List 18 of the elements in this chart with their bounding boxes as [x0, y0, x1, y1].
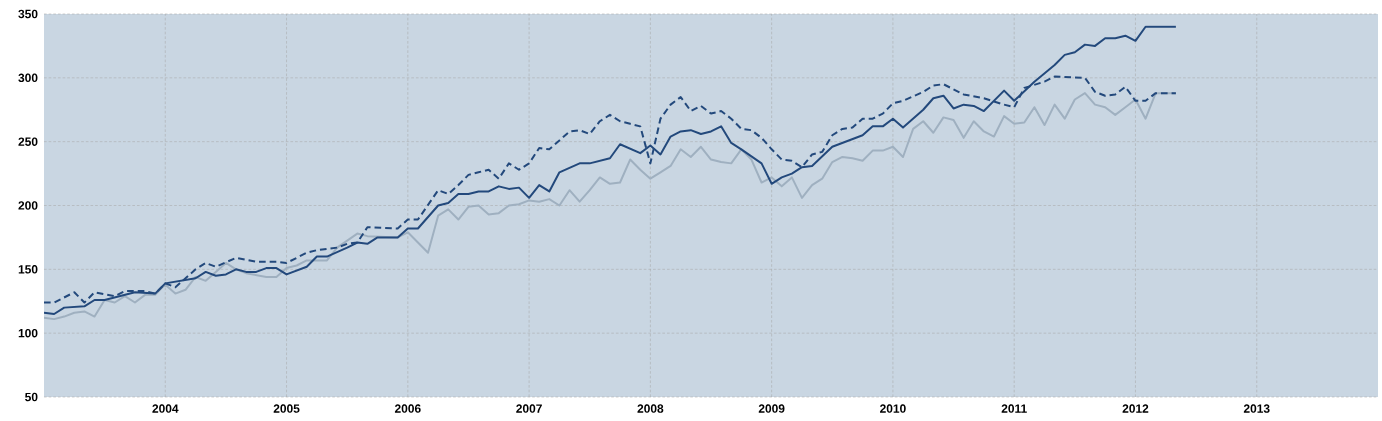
- y-tick-label: 250: [18, 137, 38, 146]
- x-tick-label: 2009: [758, 404, 785, 413]
- x-tick-label: 2010: [880, 404, 906, 413]
- x-tick-label: 2004: [152, 404, 179, 413]
- y-tick-label: 50: [25, 392, 38, 402]
- x-tick-label: 2013: [1243, 404, 1270, 413]
- x-tick-label: 2011: [1001, 404, 1027, 413]
- x-tick-label: 2006: [394, 404, 421, 413]
- y-tick-label: 350: [18, 9, 38, 19]
- line-series: [44, 25, 1177, 316]
- y-tick-label: 150: [18, 265, 38, 274]
- x-tick-label: 2008: [637, 404, 664, 413]
- y-tick-label: 300: [18, 73, 38, 83]
- x-tick-label: 2007: [516, 404, 542, 413]
- x-tick-label: 2005: [273, 404, 300, 413]
- y-tick-label: 100: [18, 328, 38, 338]
- x-tick-label: 2012: [1122, 404, 1149, 413]
- y-tick-label: 200: [18, 201, 38, 210]
